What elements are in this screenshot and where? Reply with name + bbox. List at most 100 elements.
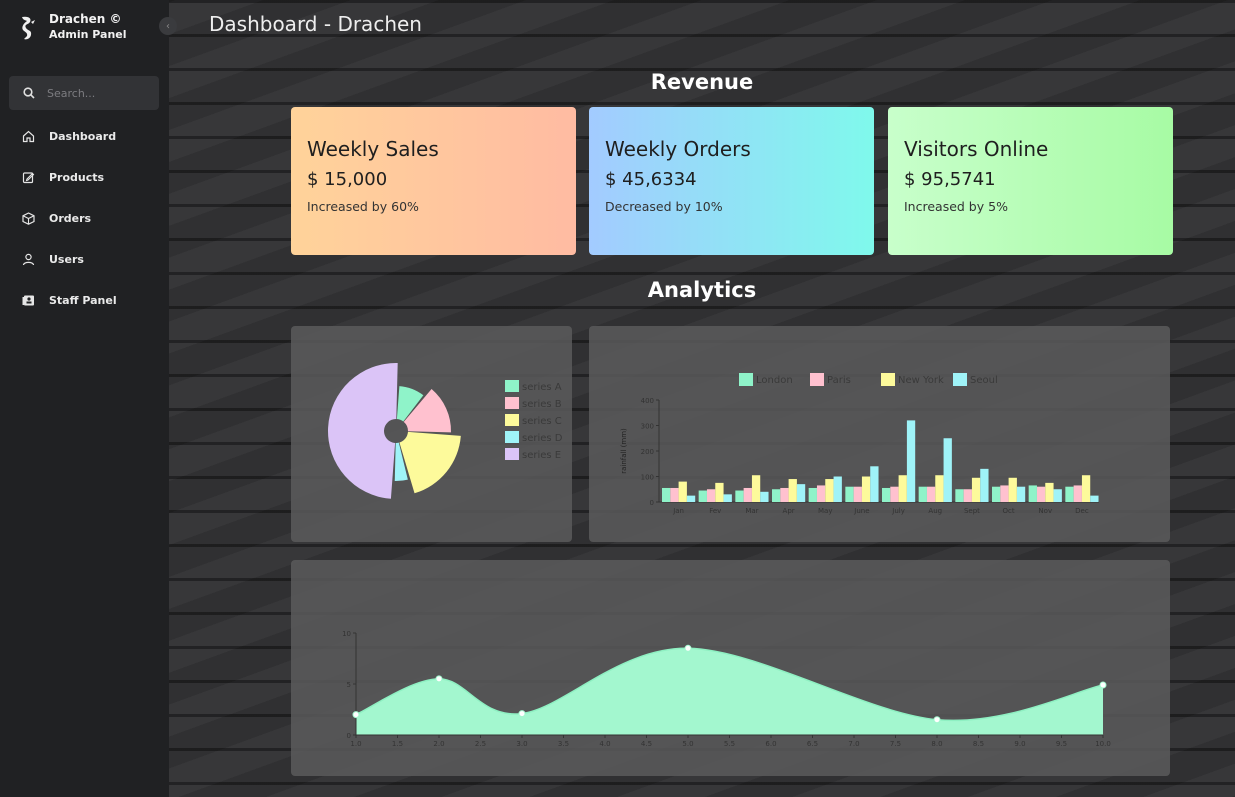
home-icon [22, 130, 35, 143]
x-tick-label: 9.5 [1056, 740, 1067, 748]
bar [715, 482, 724, 502]
card-title: Weekly Orders [605, 137, 751, 161]
visitors-online-card: Visitors Online $ 95,5741 Increased by 5… [888, 107, 1173, 255]
x-tick-label: Apr [783, 507, 795, 515]
section-title-analytics: Analytics [647, 278, 757, 302]
area-fill [356, 648, 1103, 735]
legend-swatch [810, 373, 824, 386]
bar [743, 487, 752, 502]
bar [906, 420, 916, 502]
y-tick-label: 400 [641, 397, 654, 405]
brand[interactable]: Drachen © Admin Panel [18, 12, 127, 42]
area-chart-panel: 0 5 10 1.0 1.5 2.0 2.5 3.0 3.5 4.0 4.5 5.0 5.5 6.0 6.5… [291, 560, 1170, 776]
card-value: $ 15,000 [307, 169, 388, 190]
x-tick-label: Fev [709, 507, 721, 515]
bar [935, 475, 944, 502]
x-tick-label: 1.0 [350, 740, 361, 748]
search-box[interactable] [9, 76, 159, 110]
pie-slice [327, 363, 398, 499]
x-tick-label: Nov [1038, 507, 1052, 515]
bar [853, 486, 862, 502]
legend-swatch [505, 380, 519, 392]
bar [963, 489, 972, 502]
bar [833, 476, 842, 502]
legend-swatch [505, 431, 519, 443]
weekly-orders-card: Weekly Orders $ 45,6334 Decreased by 10% [589, 107, 874, 255]
pie-slice [396, 386, 424, 422]
bar [845, 486, 854, 502]
sidebar-item-staff-panel[interactable]: Staff Panel [0, 280, 169, 321]
sidebar-item-label: Staff Panel [49, 294, 117, 307]
y-tick-label: 100 [641, 474, 654, 482]
sidebar-item-users[interactable]: Users [0, 239, 169, 280]
bar [751, 475, 761, 502]
x-tick-label: 5.5 [724, 740, 735, 748]
sidebar: Drachen © Admin Panel ‹ Dashboard Produc… [0, 0, 177, 797]
bar [816, 485, 826, 502]
bar [1081, 475, 1091, 502]
bar [1036, 486, 1046, 502]
legend-label: series D [522, 433, 563, 444]
legend-label: London [756, 375, 793, 386]
legend-label: Paris [827, 375, 851, 386]
bar [1000, 485, 1009, 502]
bar-chart: London Paris New York Seoul 0 100 200 300 400 rai… [620, 373, 1099, 515]
search-input[interactable] [47, 86, 147, 100]
x-tick-label: June [853, 507, 869, 515]
bar [723, 494, 732, 502]
x-tick-label: Dec [1075, 507, 1089, 515]
legend-label: series B [522, 399, 562, 410]
bar [686, 495, 696, 502]
user-icon [22, 253, 35, 266]
x-tick-label: 3.0 [516, 740, 527, 748]
bar [943, 438, 952, 502]
bar [1045, 482, 1054, 502]
x-tick-label: 2.0 [433, 740, 444, 748]
sidebar-item-products[interactable]: Products [0, 157, 169, 198]
sidebar-item-dashboard[interactable]: Dashboard [0, 116, 169, 157]
bar [678, 481, 687, 502]
id-card-icon [22, 295, 34, 306]
bar [706, 489, 716, 502]
pie-chart: series A series B series C series D series E [327, 363, 563, 499]
x-tick-label: 6.5 [807, 740, 818, 748]
bar [760, 491, 769, 502]
bar [825, 479, 834, 502]
bar [918, 486, 927, 502]
x-tick-label: 7.5 [890, 740, 901, 748]
bar [1053, 489, 1062, 502]
bar [870, 466, 879, 502]
sidebar-item-label: Users [49, 253, 84, 266]
pie-slice [394, 442, 408, 481]
x-tick-label: Sept [964, 507, 980, 515]
y-tick-label: 200 [641, 448, 654, 456]
page-title: Dashboard - Drachen [209, 12, 422, 36]
area-chart: 0 5 10 1.0 1.5 2.0 2.5 3.0 3.5 4.0 4.5 5.0 5.5 6.0 6.5… [342, 630, 1111, 748]
sidebar-nav: Dashboard Products Orders Users [0, 116, 169, 321]
x-tick-label: 3.5 [558, 740, 569, 748]
bar-chart-panel: London Paris New York Seoul 0 100 200 300 400 rai… [589, 326, 1170, 542]
card-title: Visitors Online [904, 137, 1049, 161]
y-tick-label: 300 [641, 423, 654, 431]
legend-label: series C [522, 416, 562, 427]
card-note: Decreased by 10% [605, 199, 723, 214]
card-note: Increased by 60% [307, 199, 419, 214]
card-value: $ 45,6334 [605, 169, 697, 190]
legend-swatch [953, 373, 967, 386]
data-point [1099, 681, 1107, 689]
bar [980, 468, 989, 502]
collapse-sidebar-button[interactable]: ‹ [159, 17, 177, 35]
section-title-revenue: Revenue [650, 70, 754, 94]
bar [1028, 485, 1037, 502]
bar [772, 489, 781, 502]
bar [882, 487, 891, 502]
legend-swatch [881, 373, 895, 386]
y-axis-label: rainfall (mm) [620, 428, 628, 474]
dragon-logo-icon [22, 16, 35, 40]
search-icon [23, 87, 35, 99]
data-point [518, 710, 526, 718]
bar [1065, 486, 1074, 502]
sidebar-item-orders[interactable]: Orders [0, 198, 169, 239]
data-point [435, 675, 443, 683]
x-tick-label: 4.0 [599, 740, 610, 748]
